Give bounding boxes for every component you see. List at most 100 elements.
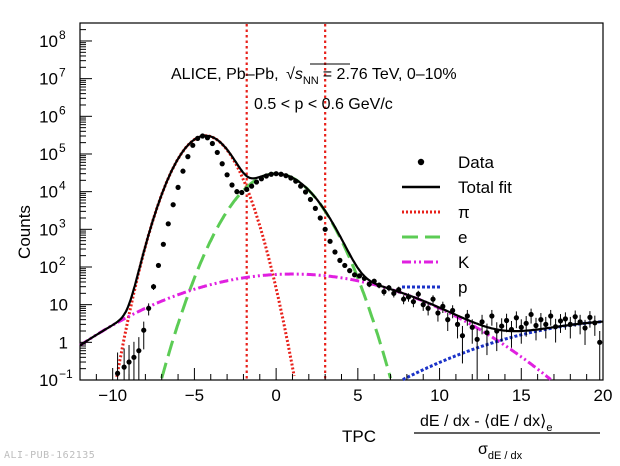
x-tick-label: 10 bbox=[430, 386, 449, 405]
data-point bbox=[470, 325, 475, 330]
data-point bbox=[416, 292, 421, 297]
y-tick-label-exponent: 4 bbox=[59, 179, 66, 193]
x-axis: −10 −5 0 5 10 15 20 bbox=[80, 368, 612, 405]
data-point bbox=[220, 161, 225, 166]
sqrt-symbol: √ bbox=[286, 66, 295, 83]
legend-label-k: K bbox=[458, 253, 470, 272]
collision-system-label: ALICE, Pb–Pb, √sNN = 2.76 TeV, 0–10% bbox=[171, 66, 457, 87]
y-tick-label: 10 bbox=[49, 296, 68, 315]
data-point bbox=[475, 337, 480, 342]
data-point bbox=[229, 182, 234, 187]
data-point bbox=[494, 328, 499, 333]
data-point bbox=[136, 348, 141, 353]
legend-label-total-fit: Total fit bbox=[458, 178, 512, 197]
y-tick-label: 10 bbox=[39, 258, 58, 277]
data-point bbox=[553, 324, 558, 329]
data-point bbox=[224, 172, 229, 177]
y-tick-label: 10 bbox=[39, 220, 58, 239]
data-point bbox=[313, 206, 318, 211]
data-point bbox=[533, 323, 538, 328]
data-point bbox=[421, 302, 426, 307]
data-point bbox=[278, 172, 283, 177]
data-point bbox=[195, 136, 200, 141]
data-point bbox=[185, 154, 190, 159]
data-point bbox=[171, 202, 176, 207]
data-point bbox=[479, 319, 484, 324]
legend-label-pi: π bbox=[458, 203, 470, 222]
data-point bbox=[244, 187, 249, 192]
data-point bbox=[406, 294, 411, 299]
data-point bbox=[430, 297, 435, 302]
fit-component-K-line bbox=[80, 274, 551, 380]
data-point bbox=[347, 268, 352, 273]
data-point bbox=[337, 258, 342, 263]
y-tick-label: 10 bbox=[39, 32, 58, 51]
data-point bbox=[332, 249, 337, 254]
y-tick-label-exponent: 5 bbox=[59, 141, 66, 155]
data-point bbox=[327, 239, 332, 244]
momentum-range-label: 0.5 < p < 0.6 GeV/c bbox=[254, 96, 393, 113]
y-axis: 1011010101010101010−12345678 bbox=[39, 23, 92, 390]
data-point bbox=[450, 308, 455, 313]
data-point bbox=[411, 299, 416, 304]
data-point bbox=[445, 317, 450, 322]
data-point bbox=[318, 215, 323, 220]
data-point bbox=[249, 184, 254, 189]
data-point bbox=[440, 304, 445, 309]
data-point bbox=[115, 371, 120, 376]
data-point bbox=[259, 176, 264, 181]
x-tick-label: 5 bbox=[353, 386, 362, 405]
data-point bbox=[597, 340, 602, 345]
data-point bbox=[146, 306, 151, 311]
data-point bbox=[509, 327, 514, 332]
data-point bbox=[401, 297, 406, 302]
data-point bbox=[435, 310, 440, 315]
x-tick-label: −10 bbox=[98, 386, 127, 405]
y-tick-label-exponent: 2 bbox=[59, 254, 66, 268]
data-point bbox=[131, 355, 136, 360]
data-point bbox=[308, 197, 313, 202]
data-point bbox=[215, 150, 220, 155]
data-point bbox=[386, 285, 391, 290]
y-tick-label: 10 bbox=[39, 145, 58, 164]
data-point bbox=[200, 133, 205, 138]
data-point bbox=[126, 359, 131, 364]
data-point bbox=[264, 173, 269, 178]
data-point bbox=[372, 279, 377, 284]
data-point bbox=[239, 190, 244, 195]
data-point bbox=[381, 289, 386, 294]
data-point bbox=[499, 323, 504, 328]
y-tick-label: 1 bbox=[59, 333, 68, 352]
data-point bbox=[455, 322, 460, 327]
data-point bbox=[563, 316, 568, 321]
data-point bbox=[122, 365, 127, 370]
y-tick-label: 10 bbox=[39, 183, 58, 202]
data-point bbox=[362, 276, 367, 281]
data-point bbox=[205, 135, 210, 140]
data-point bbox=[396, 287, 401, 292]
data-point bbox=[298, 184, 303, 189]
y-tick-label-exponent: −1 bbox=[59, 367, 73, 381]
data-point bbox=[210, 141, 215, 146]
data-point bbox=[283, 173, 288, 178]
data-point bbox=[156, 263, 161, 268]
data-point bbox=[528, 312, 533, 317]
legend-label-e: e bbox=[458, 228, 467, 247]
x-axis-label-numerator: dE / dx - ⟨dE / dx⟩e bbox=[420, 413, 552, 434]
data-point bbox=[323, 227, 328, 232]
x-tick-label: 15 bbox=[512, 386, 531, 405]
data-point bbox=[504, 318, 509, 323]
data-point bbox=[465, 313, 470, 318]
header-annotation: ALICE, Pb–Pb, √sNN = 2.76 TeV, 0–10% 0.5 … bbox=[171, 64, 457, 113]
data-point bbox=[582, 325, 587, 330]
data-point bbox=[367, 282, 372, 287]
data-point bbox=[190, 143, 195, 148]
y-tick-label-exponent: 3 bbox=[59, 216, 66, 230]
data-point bbox=[234, 189, 239, 194]
y-tick-label-exponent: 6 bbox=[59, 103, 66, 117]
y-tick-label-exponent: 7 bbox=[59, 66, 66, 80]
data-point bbox=[592, 320, 597, 325]
data-point bbox=[514, 315, 519, 320]
data-point bbox=[548, 313, 553, 318]
